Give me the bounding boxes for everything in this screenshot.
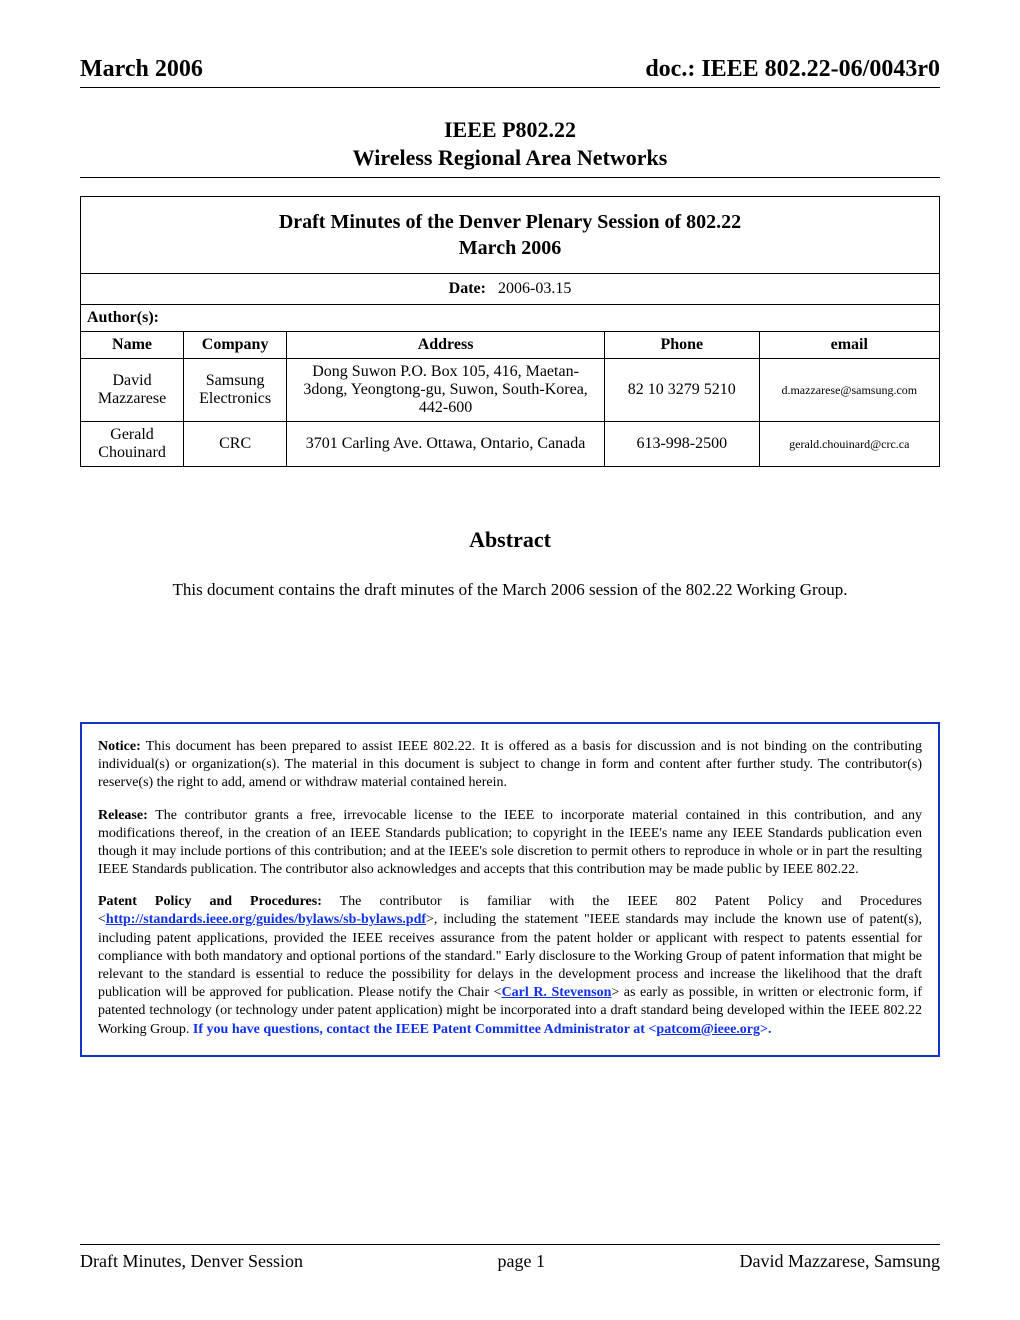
notice-paragraph: Notice: This document has been prepared … [98, 738, 922, 793]
patent-bold-tail-1: If you have questions, contact the IEEE … [193, 1022, 656, 1037]
title-block: IEEE P802.22 Wireless Regional Area Netw… [80, 116, 940, 178]
title-line-1: IEEE P802.22 [80, 116, 940, 144]
doc-title-line-2: March 2006 [89, 235, 931, 261]
doc-title-cell: Draft Minutes of the Denver Plenary Sess… [81, 197, 940, 274]
author-phone: 613-998-2500 [604, 422, 759, 467]
header-left: March 2006 [80, 56, 203, 83]
author-row: David Mazzarese Samsung Electronics Dong… [81, 359, 940, 422]
page-footer: Draft Minutes, Denver Session page 1 Dav… [80, 1244, 940, 1272]
date-value: 2006-03.15 [498, 280, 571, 297]
footer-right: David Mazzarese, Samsung [740, 1251, 940, 1272]
date-cell: Date: 2006-03.15 [81, 274, 940, 305]
col-name: Name [81, 332, 184, 359]
patent-link-chair[interactable]: Carl R. Stevenson [502, 985, 612, 1000]
doc-title-row: Draft Minutes of the Denver Plenary Sess… [81, 197, 940, 274]
footer-center: page 1 [498, 1251, 545, 1272]
patent-link-bylaws[interactable]: http://standards.ieee.org/guides/bylaws/… [106, 912, 426, 927]
author-address: 3701 Carling Ave. Ottawa, Ontario, Canad… [287, 422, 605, 467]
author-email: d.mazzarese@samsung.com [759, 359, 939, 422]
authors-header-row: Name Company Address Phone email [81, 332, 940, 359]
notice-label: Notice: [98, 739, 141, 754]
notice-text: This document has been prepared to assis… [98, 739, 922, 790]
page: March 2006 doc.: IEEE 802.22-06/0043r0 I… [0, 0, 1020, 1320]
author-row: Gerald Chouinard CRC 3701 Carling Ave. O… [81, 422, 940, 467]
authors-label-row: Author(s): [81, 305, 940, 332]
patent-bold-tail-2: >. [760, 1022, 771, 1037]
release-text: The contributor grants a free, irrevocab… [98, 808, 922, 878]
author-name: David Mazzarese [81, 359, 184, 422]
footer-left: Draft Minutes, Denver Session [80, 1251, 303, 1272]
release-paragraph: Release: The contributor grants a free, … [98, 807, 922, 880]
col-email: email [759, 332, 939, 359]
patent-paragraph: Patent Policy and Procedures: The contri… [98, 893, 922, 1039]
date-row: Date: 2006-03.15 [81, 274, 940, 305]
page-header: March 2006 doc.: IEEE 802.22-06/0043r0 [80, 56, 940, 88]
col-company: Company [184, 332, 287, 359]
doc-title-line-1: Draft Minutes of the Denver Plenary Sess… [89, 209, 931, 235]
date-label: Date: [449, 280, 486, 297]
author-company: Samsung Electronics [184, 359, 287, 422]
author-phone: 82 10 3279 5210 [604, 359, 759, 422]
author-name: Gerald Chouinard [81, 422, 184, 467]
author-company: CRC [184, 422, 287, 467]
release-label: Release: [98, 808, 148, 823]
title-line-2: Wireless Regional Area Networks [80, 144, 940, 172]
patent-label: Patent Policy and Procedures: [98, 894, 322, 909]
document-info-table: Draft Minutes of the Denver Plenary Sess… [80, 196, 940, 467]
abstract-heading: Abstract [80, 527, 940, 553]
notice-box: Notice: This document has been prepared … [80, 722, 940, 1057]
abstract-text: This document contains the draft minutes… [80, 579, 940, 602]
author-email: gerald.chouinard@crc.ca [759, 422, 939, 467]
col-address: Address [287, 332, 605, 359]
header-right: doc.: IEEE 802.22-06/0043r0 [645, 56, 940, 83]
col-phone: Phone [604, 332, 759, 359]
authors-label: Author(s): [81, 305, 940, 332]
patent-link-admin[interactable]: patcom@ieee.org [656, 1022, 760, 1037]
author-address: Dong Suwon P.O. Box 105, 416, Maetan-3do… [287, 359, 605, 422]
